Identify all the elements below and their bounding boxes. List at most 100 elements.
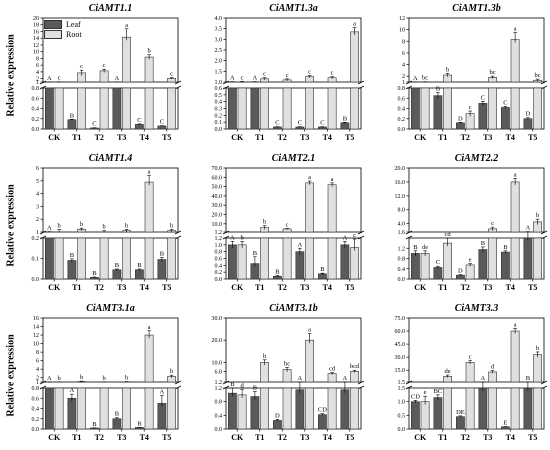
- significance-letter: B: [320, 266, 325, 273]
- legend-item-leaf: Leaf: [44, 19, 82, 29]
- bar-leaf-lower: [456, 274, 465, 280]
- bar-root-lower: [167, 387, 176, 430]
- y-tick-label: 0.0: [32, 277, 40, 283]
- chart-panel-9: CiAMT3.3 1.5 15.0 30.0 45.0 60.0 75.0 0.0 0.5 1.0…: [366, 300, 549, 450]
- upper-axis-frame: [408, 17, 545, 83]
- bar-root-upper: [122, 36, 131, 83]
- y-tick-label: 3.0: [215, 37, 223, 43]
- axis-break-mark: [222, 80, 230, 85]
- chart-panel-1: CiAMT1.1 1 2 4 6 8 10 12 14 16 18 20 0.0 0.2 0.4 0.6 0.8…: [0, 0, 183, 150]
- y-tick-label: 0.2: [215, 113, 223, 119]
- y-tick-label: 0.0: [398, 127, 406, 133]
- significance-letter: A: [47, 75, 52, 82]
- bar-leaf-lower: [523, 118, 533, 130]
- y-tick-label: 4: [36, 192, 39, 198]
- bar-leaf-lower: [227, 87, 237, 130]
- significance-letter: de: [445, 368, 451, 375]
- axis-break-mark: [39, 230, 47, 235]
- chart-panel-5: CiAMT2.1 1.2 10.0 20.0 30.0 40.0 50.0 60.0 70.0 0…: [183, 150, 366, 300]
- bar-root-lower: [77, 387, 86, 430]
- bar-root-upper: [327, 373, 337, 383]
- y-tick-label: 0.4: [32, 107, 40, 113]
- bar-root-lower: [533, 87, 542, 130]
- axis-break-mark: [39, 235, 47, 240]
- bar-root-lower: [77, 237, 86, 280]
- y-tick-label: 0.6: [215, 86, 223, 92]
- bar-root-lower: [54, 237, 64, 280]
- bar-root-upper: [144, 334, 154, 383]
- bar-leaf-lower: [433, 95, 443, 130]
- bar-root-lower: [260, 87, 269, 130]
- significance-letter: bcd: [350, 363, 360, 370]
- bar-root-upper: [305, 339, 314, 383]
- significance-letter: B: [137, 420, 142, 427]
- y-tick-label: 75.0: [395, 316, 406, 322]
- lower-axis-frame: [408, 387, 545, 430]
- y-tick-label: 8.0: [398, 208, 406, 214]
- bar-root-lower: [144, 237, 154, 280]
- bar-root-lower: [237, 394, 247, 430]
- y-tick-label: 16: [33, 29, 39, 35]
- x-tick-label: T4: [323, 283, 332, 292]
- axis-break-mark: [174, 380, 182, 385]
- significance-letter: b: [57, 222, 60, 229]
- y-tick-label: 14: [33, 325, 39, 331]
- y-tick-label: 1.2: [215, 386, 223, 392]
- bar-root-lower: [305, 87, 314, 130]
- y-tick-label: 16.0: [395, 180, 406, 186]
- y-tick-label: 0.0: [215, 427, 223, 433]
- x-tick-label: T5: [528, 433, 537, 442]
- y-tick-label: 0.4: [215, 413, 223, 419]
- bar-root-upper: [533, 354, 542, 383]
- bar-root-lower: [327, 237, 337, 280]
- y-tick-label: 20.0: [395, 166, 406, 172]
- y-tick-label: 0.4: [32, 407, 40, 413]
- lower-axis-frame: [225, 387, 362, 430]
- bar-leaf-lower: [227, 244, 237, 280]
- significance-letter: e: [424, 389, 427, 396]
- significance-letter: b: [125, 222, 128, 229]
- chart-svg-2: CiAMT1.3a1.01.52.02.53.03.54.00.00.10.20…: [215, 3, 365, 142]
- axis-break-mark: [540, 80, 548, 85]
- significance-letter: B: [481, 240, 486, 247]
- x-tick-label: T2: [95, 133, 104, 142]
- bar-root-lower: [488, 237, 497, 280]
- significance-letter: b: [125, 375, 128, 382]
- bar-leaf-lower: [67, 119, 77, 130]
- x-tick-label: T3: [117, 283, 126, 292]
- y-tick-label: 8: [36, 56, 39, 62]
- x-tick-label: T3: [300, 133, 309, 142]
- significance-letter: a: [125, 22, 128, 29]
- y-tick-label: 8: [402, 39, 405, 45]
- bar-root-lower: [533, 387, 542, 430]
- significance-letter: cd: [329, 365, 336, 372]
- chart-svg-9: CiAMT3.3 1.5 15.0 30.0 45.0 60.0 75.0 0.0 0.5 1.0…: [395, 303, 548, 442]
- bar-root-lower: [260, 237, 269, 280]
- bar-leaf-lower: [433, 267, 443, 280]
- bar-leaf-lower: [410, 87, 420, 130]
- bar-root-lower: [327, 87, 337, 130]
- bar-leaf-lower: [318, 126, 327, 130]
- axis-break-mark: [405, 380, 413, 385]
- x-tick-label: T5: [345, 133, 354, 142]
- y-tick-label: 1.2: [215, 230, 223, 236]
- axis-break-mark: [405, 385, 413, 390]
- bar-leaf-lower: [478, 249, 488, 280]
- x-tick-label: T3: [483, 433, 492, 442]
- chart-title: CiAMT1.3b: [452, 3, 501, 14]
- significance-letter: B: [230, 381, 235, 388]
- y-tick-label: 8: [36, 350, 39, 356]
- x-tick-label: T2: [95, 283, 104, 292]
- x-tick-label: T4: [140, 133, 149, 142]
- x-tick-label: T5: [162, 133, 171, 142]
- significance-letter: cd: [445, 231, 452, 238]
- significance-letter: a: [514, 26, 517, 33]
- significance-letter: a: [331, 176, 334, 183]
- bar-leaf-lower: [501, 251, 510, 280]
- x-tick-label: T5: [162, 433, 171, 442]
- axis-break-mark: [39, 385, 47, 390]
- y-tick-label: 0.0: [398, 277, 406, 283]
- y-tick-label: 12: [33, 43, 39, 49]
- significance-letter: a: [514, 171, 517, 178]
